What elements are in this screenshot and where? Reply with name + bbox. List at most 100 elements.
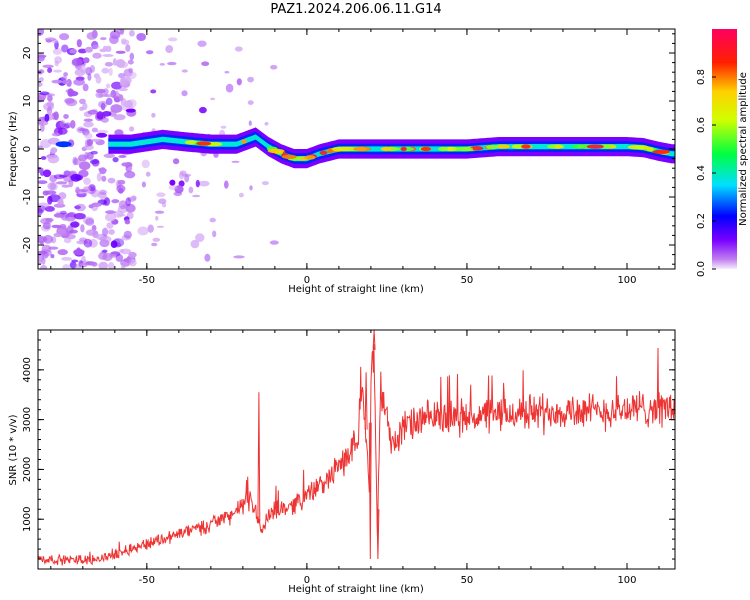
spectrogram-speckle [154,210,165,214]
spectrogram-speckle [111,199,120,204]
spectrogram-speckle [113,96,121,103]
spectrogram-speckle [50,147,58,154]
spectrogram-speckle [53,111,59,121]
spectrogram-speckle [102,227,109,237]
spectrogram-speckle [108,229,115,235]
spectrogram-speckle [125,197,131,207]
spectrogram-speckle [77,128,89,132]
spectrogram-speckle [181,90,188,97]
spectrogram-hotspot [646,147,654,152]
spectrogram-speckle [59,120,66,128]
spectrogram-speckle [92,52,102,59]
spectrogram-hotspot [319,150,328,155]
spectrogram-speckle [57,198,64,207]
spectrogram-x-tick-label: 0 [304,275,310,286]
spectrogram-hotspot [196,141,212,146]
spectrogram-speckle [209,217,216,223]
spectrogram-speckle [83,121,94,128]
snr-x-tick-label: 0 [304,575,310,586]
spectrogram-speckle [129,52,135,61]
spectrogram-speckle [67,88,74,97]
snr-y-tick-label: 4000 [22,357,33,382]
spectrogram-hotspot [486,144,499,150]
spectrogram-speckle [79,262,88,268]
spectrogram-speckle [73,249,85,256]
spectrogram-speckle [86,139,94,146]
spectrogram-speckle [75,186,80,194]
spectrogram-speckle [101,175,107,182]
spectrogram-speckle [173,191,183,196]
spectrogram-speckle [121,162,129,167]
spectrogram-speckle [113,114,126,121]
spectrogram-speckle [42,190,49,196]
colorbar: 0.0 0.2 0.4 0.6 0.8 Normalized spectral ampl… [696,29,749,277]
spectrogram-x-axis-label: Height of straight line (km) [288,284,424,295]
spectrogram-speckle [47,182,57,191]
spectrogram-speckle [83,118,93,122]
spectrogram-speckle [204,253,211,262]
spectrogram-hotspot [241,139,247,144]
spectrogram-speckle [92,44,100,50]
spectrogram-speckle [48,246,59,250]
spectrogram-hotspot [353,146,371,152]
spectrogram-speckle [168,184,178,191]
spectrogram-speckle [40,124,45,132]
spectrogram-y-tick-label: 10 [22,95,33,108]
spectrogram-speckle [61,44,69,53]
spectrogram-speckle [38,209,45,214]
spectrogram-speckle [85,67,93,76]
spectrogram-speckle [40,264,48,269]
spectrogram-speckle [168,37,178,42]
spectrogram-speckle [231,160,240,163]
spectrogram-speckle [70,120,76,129]
spectrogram-speckle [120,76,132,85]
spectrogram-speckle [156,225,165,228]
spectrogram-speckle [79,64,86,73]
spectrogram-speckle [125,44,131,52]
spectrogram-speckle [38,69,45,74]
spectrogram-speckle [147,224,154,233]
spectrogram-speckle [119,94,124,102]
spectrogram-speckle [151,242,158,247]
snr-spike [368,422,372,560]
spectrogram-speckle [249,185,253,191]
spectrogram-speckle [39,241,44,245]
spectrogram-x-tick-label: 100 [617,275,636,286]
spectrogram-feature [169,179,176,186]
spectrogram-speckle [110,240,118,248]
spectrogram-speckle [141,181,146,188]
spectrogram-speckle [53,174,65,180]
spectrogram-speckle [91,40,99,50]
spectrogram-speckle [119,249,125,253]
spectrogram-speckle [101,67,110,74]
spectrogram-speckle [109,35,119,45]
spectrogram-speckle [126,71,137,80]
spectrogram-speckle [137,226,149,236]
spectrogram-speckle [72,156,78,166]
spectrogram-speckle [89,159,99,165]
spectrogram-speckle [234,46,243,52]
spectrogram-speckle [93,73,100,79]
snr-plot-area [38,330,675,569]
spectrogram-speckle [38,82,43,87]
spectrogram-speckle [152,237,161,242]
spectrogram-speckle [38,253,45,262]
spectrogram-speckle [57,127,68,135]
spectrogram-speckle [73,78,85,86]
spectrogram-speckle [195,179,200,188]
spectrogram-hotspot [267,148,285,154]
spectrogram-speckle [181,69,188,73]
spectrogram-speckle [112,157,119,163]
spectrogram-speckle [42,221,51,230]
spectrogram-hotspot [420,146,432,152]
snr-y-tick-label: 3000 [22,407,33,432]
spectrogram-speckle [39,91,50,96]
spectrogram-speckle [107,177,116,184]
snr-series-line [38,344,675,566]
spectrogram-speckle [63,237,72,244]
spectrogram-speckle [195,233,205,243]
spectrogram-speckle [123,230,132,239]
spectrogram-speckle [188,186,194,194]
spectrogram-speckle [53,69,62,73]
spectrogram-speckle [172,158,180,165]
